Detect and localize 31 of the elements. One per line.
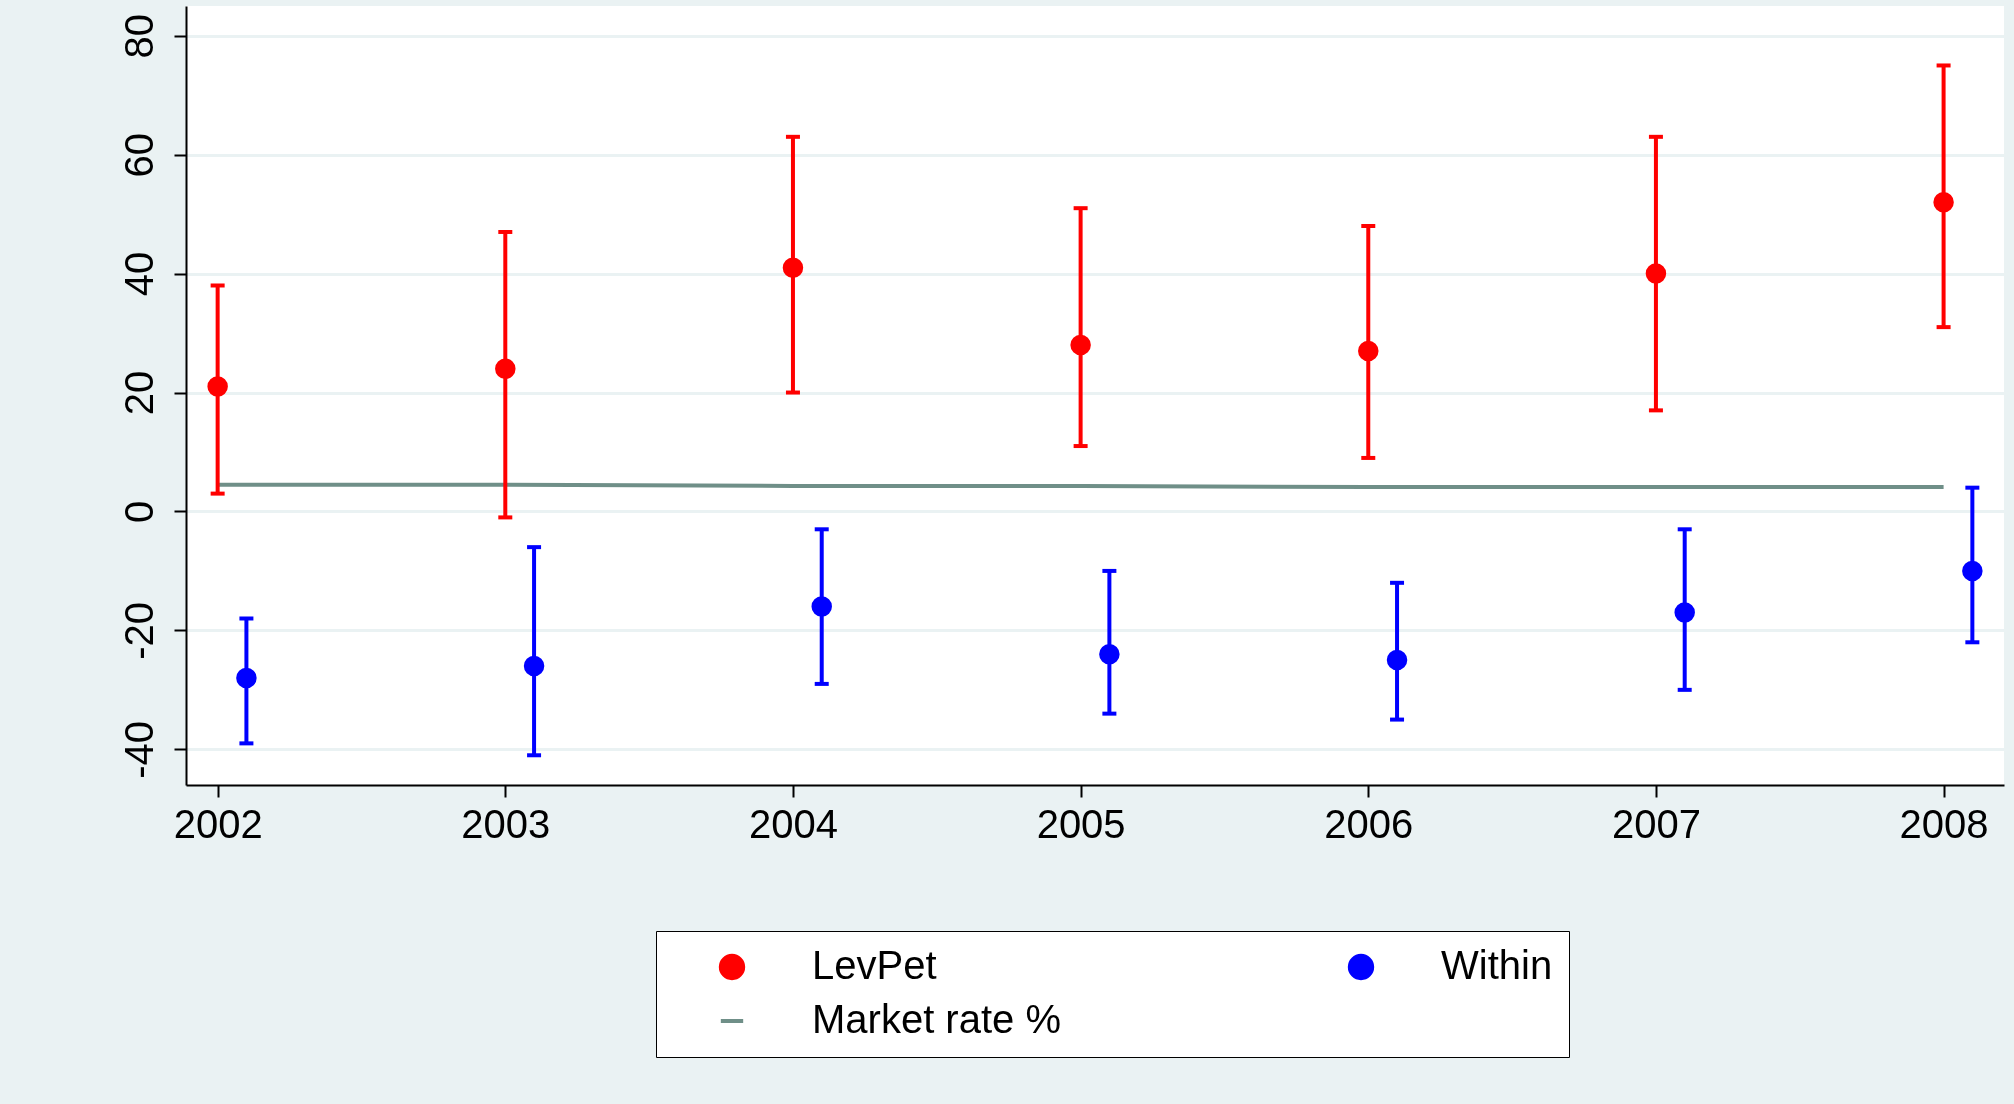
x-tick-label: 2004 bbox=[748, 801, 838, 846]
point bbox=[811, 596, 832, 617]
x-tick-label: 2005 bbox=[1036, 801, 1126, 846]
point bbox=[1358, 340, 1379, 362]
point bbox=[1962, 560, 1983, 582]
point bbox=[1645, 263, 1667, 284]
point bbox=[236, 667, 257, 689]
x-tick-label: 2008 bbox=[1899, 801, 1989, 846]
x-tick-label: 2006 bbox=[1324, 801, 1414, 846]
y-tick-label: 80 bbox=[116, 13, 161, 59]
y-tick-label: 20 bbox=[116, 370, 161, 416]
point bbox=[1386, 649, 1408, 671]
point bbox=[207, 376, 228, 397]
y-tick-label: 40 bbox=[116, 251, 161, 297]
point bbox=[782, 257, 804, 278]
y-tick-label: 60 bbox=[116, 132, 161, 178]
y-tick-label: -20 bbox=[116, 601, 161, 660]
x-tick-label: 2002 bbox=[173, 801, 263, 846]
point bbox=[1070, 334, 1091, 356]
x-tick-label: 2003 bbox=[461, 801, 551, 846]
legend-label: LevPet bbox=[812, 943, 937, 987]
x-tick-label: 2007 bbox=[1611, 801, 1701, 846]
legend-label: Within bbox=[1441, 943, 1553, 987]
point bbox=[495, 358, 516, 379]
legend-label: Market rate % bbox=[812, 997, 1061, 1041]
y-tick-label: 0 bbox=[116, 500, 161, 524]
point bbox=[1933, 192, 1954, 213]
point bbox=[1099, 643, 1120, 665]
point bbox=[523, 655, 545, 677]
point bbox=[1674, 602, 1695, 623]
y-tick-label: -40 bbox=[116, 720, 161, 779]
